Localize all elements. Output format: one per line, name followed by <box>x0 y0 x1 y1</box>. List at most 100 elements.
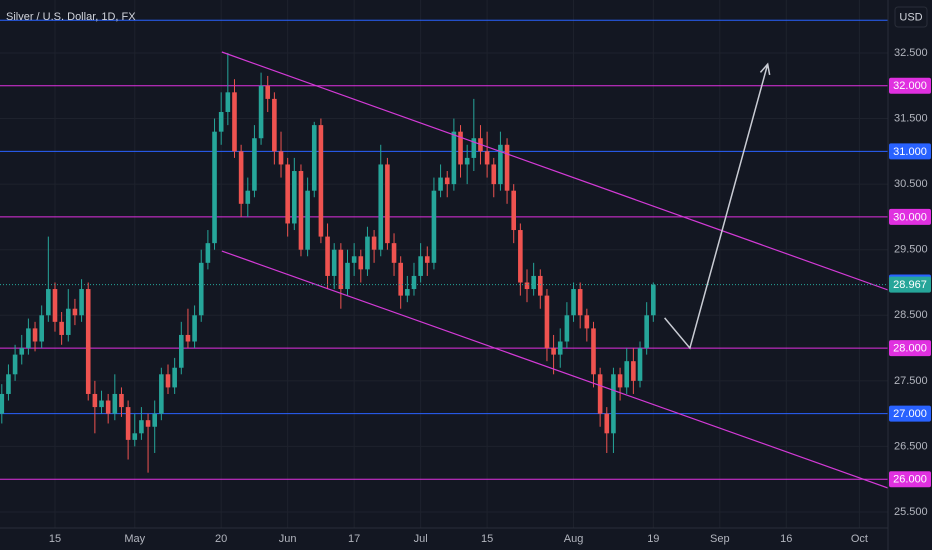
candle-body <box>431 190 437 263</box>
currency-button[interactable] <box>894 6 928 28</box>
candle-body <box>92 393 98 408</box>
candle-body <box>451 131 457 185</box>
candle-body <box>252 138 257 191</box>
last-price-badge <box>889 276 931 293</box>
candle-body <box>65 308 71 335</box>
candle-body <box>405 289 410 296</box>
candle-body <box>172 367 177 388</box>
candle-body <box>458 131 463 165</box>
y-tick-label: 32.500 <box>894 47 928 59</box>
candle-body <box>518 230 523 283</box>
candle-body <box>491 164 497 185</box>
candle-body <box>311 125 317 191</box>
candle-body <box>225 92 231 112</box>
candle-body <box>358 256 364 270</box>
level-badge <box>889 340 931 357</box>
candle-body <box>577 289 583 316</box>
candle-body <box>119 393 124 408</box>
candle-body <box>537 275 543 296</box>
y-tick-label: 29.500 <box>894 244 928 256</box>
candle-body <box>464 157 470 165</box>
plot-area <box>0 0 888 528</box>
candle-body <box>238 151 244 204</box>
y-tick-label: 27.500 <box>894 375 928 387</box>
candle-body <box>391 243 397 263</box>
candle-body <box>272 98 277 152</box>
chart-title: Silver / U.S. Dollar, 1D, FX <box>6 11 136 23</box>
candle-body <box>165 374 171 388</box>
candle-body <box>19 348 25 355</box>
candle-body <box>298 171 304 250</box>
x-tick-label: 15 <box>49 533 61 545</box>
candle-body <box>325 236 330 276</box>
x-tick-label: Sep <box>710 533 730 545</box>
candle-body <box>564 315 570 342</box>
level-badge <box>889 405 931 422</box>
candle-body <box>557 341 563 355</box>
candle-body <box>145 420 151 427</box>
candle-body <box>611 374 616 434</box>
candle-body <box>152 413 158 427</box>
candle-body <box>524 282 530 290</box>
candle-body <box>305 190 310 250</box>
candle-body <box>498 144 503 185</box>
candle-body <box>59 321 64 335</box>
x-tick-label: Jul <box>414 533 428 545</box>
candle-body <box>318 125 324 237</box>
candle-body <box>125 407 131 440</box>
candle-body <box>591 328 596 375</box>
candle-body <box>637 348 643 381</box>
candle-body <box>285 164 290 224</box>
candle-body <box>79 289 84 316</box>
x-tick-label: 15 <box>481 533 493 545</box>
candle-body <box>371 236 377 250</box>
candle-body <box>6 374 11 394</box>
candle-body <box>39 315 44 342</box>
x-tick-label: 17 <box>348 533 360 545</box>
y-tick-label: 28.500 <box>894 309 928 321</box>
candle-body <box>551 348 556 355</box>
candle-body <box>85 289 91 394</box>
level-label: 28.000 <box>893 342 927 354</box>
level-label: 26.000 <box>893 474 927 486</box>
candle-body <box>624 361 630 388</box>
candle-body <box>631 361 636 381</box>
candle-body <box>398 262 403 296</box>
y-tick-label: 26.500 <box>894 440 928 452</box>
candle-body <box>0 393 5 414</box>
candle-body <box>597 374 603 414</box>
x-tick-label: May <box>124 533 145 545</box>
candle-body <box>218 112 224 132</box>
candle-body <box>338 249 344 290</box>
candle-body <box>72 308 78 316</box>
candle-body <box>351 256 357 263</box>
y-tick-label: 25.500 <box>894 506 928 518</box>
candle-body <box>132 433 138 440</box>
candle-body <box>265 85 271 99</box>
level-label: 31.000 <box>893 146 927 158</box>
candle-body <box>584 315 590 329</box>
candle-body <box>571 289 576 316</box>
arrow <box>664 63 769 350</box>
candle-body <box>331 249 337 276</box>
candle-body <box>112 393 118 414</box>
level-label: 27.000 <box>893 408 927 420</box>
candle-body <box>544 295 550 349</box>
candle-body <box>378 164 384 250</box>
candle-body <box>159 374 164 414</box>
candle-body <box>411 275 417 290</box>
y-tick-label: 30.500 <box>894 178 928 190</box>
candle-body <box>12 354 18 375</box>
trend-line <box>221 51 888 291</box>
currency-label[interactable]: USD <box>899 11 922 23</box>
candle-body <box>604 413 610 434</box>
last-price-label: 28.967 <box>893 279 927 291</box>
candle-body <box>99 400 104 408</box>
candle-body <box>511 190 517 231</box>
y-tick-label: 31.500 <box>894 112 928 124</box>
candle-body <box>278 151 284 165</box>
x-tick-label: Aug <box>564 533 584 545</box>
candle-body <box>471 138 477 158</box>
